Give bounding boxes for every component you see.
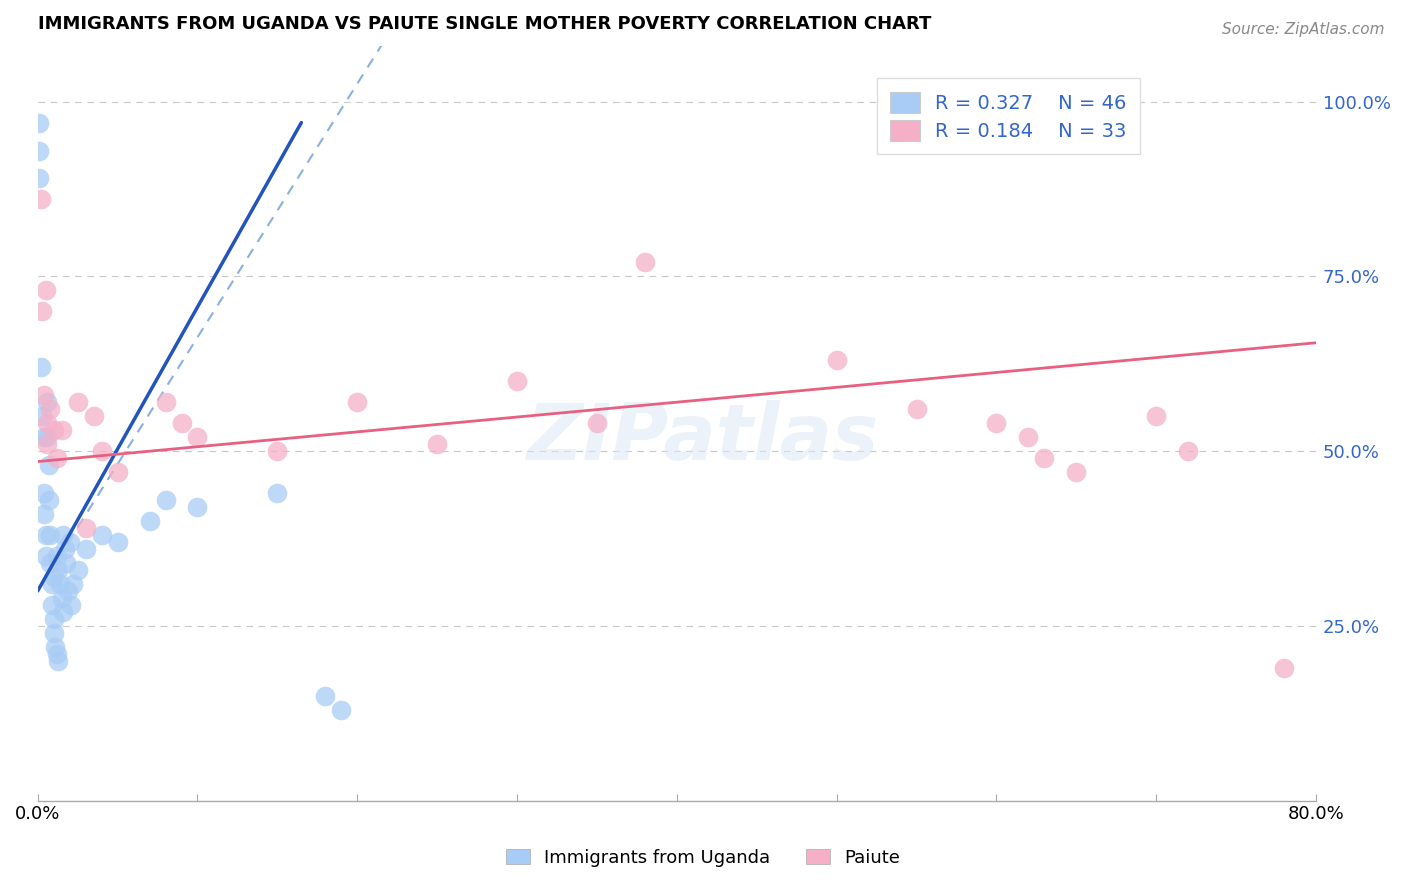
Point [32,507,55,521]
Point [39,528,62,542]
Point [32,486,55,500]
Point [52,605,75,619]
Point [986,416,1008,430]
Point [37,437,59,451]
Text: IMMIGRANTS FROM UGANDA VS PAIUTE SINGLE MOTHER POVERTY CORRELATION CHART: IMMIGRANTS FROM UGANDA VS PAIUTE SINGLE … [38,15,931,33]
Point [266,486,288,500]
Point [34,283,56,297]
Point [48,563,70,577]
Point [37,416,59,430]
Point [32,430,55,444]
Point [30,360,52,375]
Point [52,528,75,542]
Point [41,598,63,612]
Point [186,430,208,444]
Point [1272,661,1295,675]
Point [83,409,105,424]
Point [426,437,449,451]
Point [30,193,52,207]
Point [314,689,336,703]
Point [170,416,193,430]
Point [825,353,848,368]
Text: ZIPatlas: ZIPatlas [526,401,879,476]
Point [38,458,60,472]
Point [155,493,177,508]
Point [330,703,353,717]
Point [1017,430,1039,444]
Point [266,444,288,458]
Point [32,388,55,402]
Point [42,612,65,626]
Point [75,541,97,556]
Point [56,583,79,598]
Point [31,409,53,424]
Point [138,514,160,528]
Point [66,395,89,409]
Point [905,402,928,417]
Point [107,535,129,549]
Point [28,115,51,129]
Point [62,577,84,591]
Point [90,528,112,542]
Point [41,577,63,591]
Point [34,549,56,563]
Legend: R = 0.327    N = 46, R = 0.184    N = 33: R = 0.327 N = 46, R = 0.184 N = 33 [877,78,1140,154]
Point [66,563,89,577]
Point [38,493,60,508]
Point [28,144,51,158]
Point [346,395,368,409]
Text: Source: ZipAtlas.com: Source: ZipAtlas.com [1222,22,1385,37]
Point [49,577,72,591]
Point [1033,451,1056,466]
Point [107,465,129,479]
Point [42,423,65,437]
Point [39,556,62,570]
Point [51,591,73,605]
Point [53,541,76,556]
Point [42,625,65,640]
Point [90,444,112,458]
Point [45,549,67,563]
Point [1177,444,1199,458]
Point [634,255,657,269]
Point [45,647,67,661]
Point [28,171,51,186]
Point [55,556,77,570]
Point [37,430,59,444]
Point [48,654,70,668]
Point [59,535,82,549]
Point [34,528,56,542]
Point [506,374,529,388]
Point [45,451,67,466]
Point [39,402,62,417]
Point [1066,465,1088,479]
Point [44,640,66,654]
Point [586,416,609,430]
Point [1144,409,1167,424]
Point [51,423,73,437]
Point [31,304,53,318]
Point [186,500,208,514]
Point [155,395,177,409]
Legend: Immigrants from Uganda, Paiute: Immigrants from Uganda, Paiute [499,842,907,874]
Point [37,395,59,409]
Point [42,570,65,584]
Point [60,598,83,612]
Point [75,521,97,535]
